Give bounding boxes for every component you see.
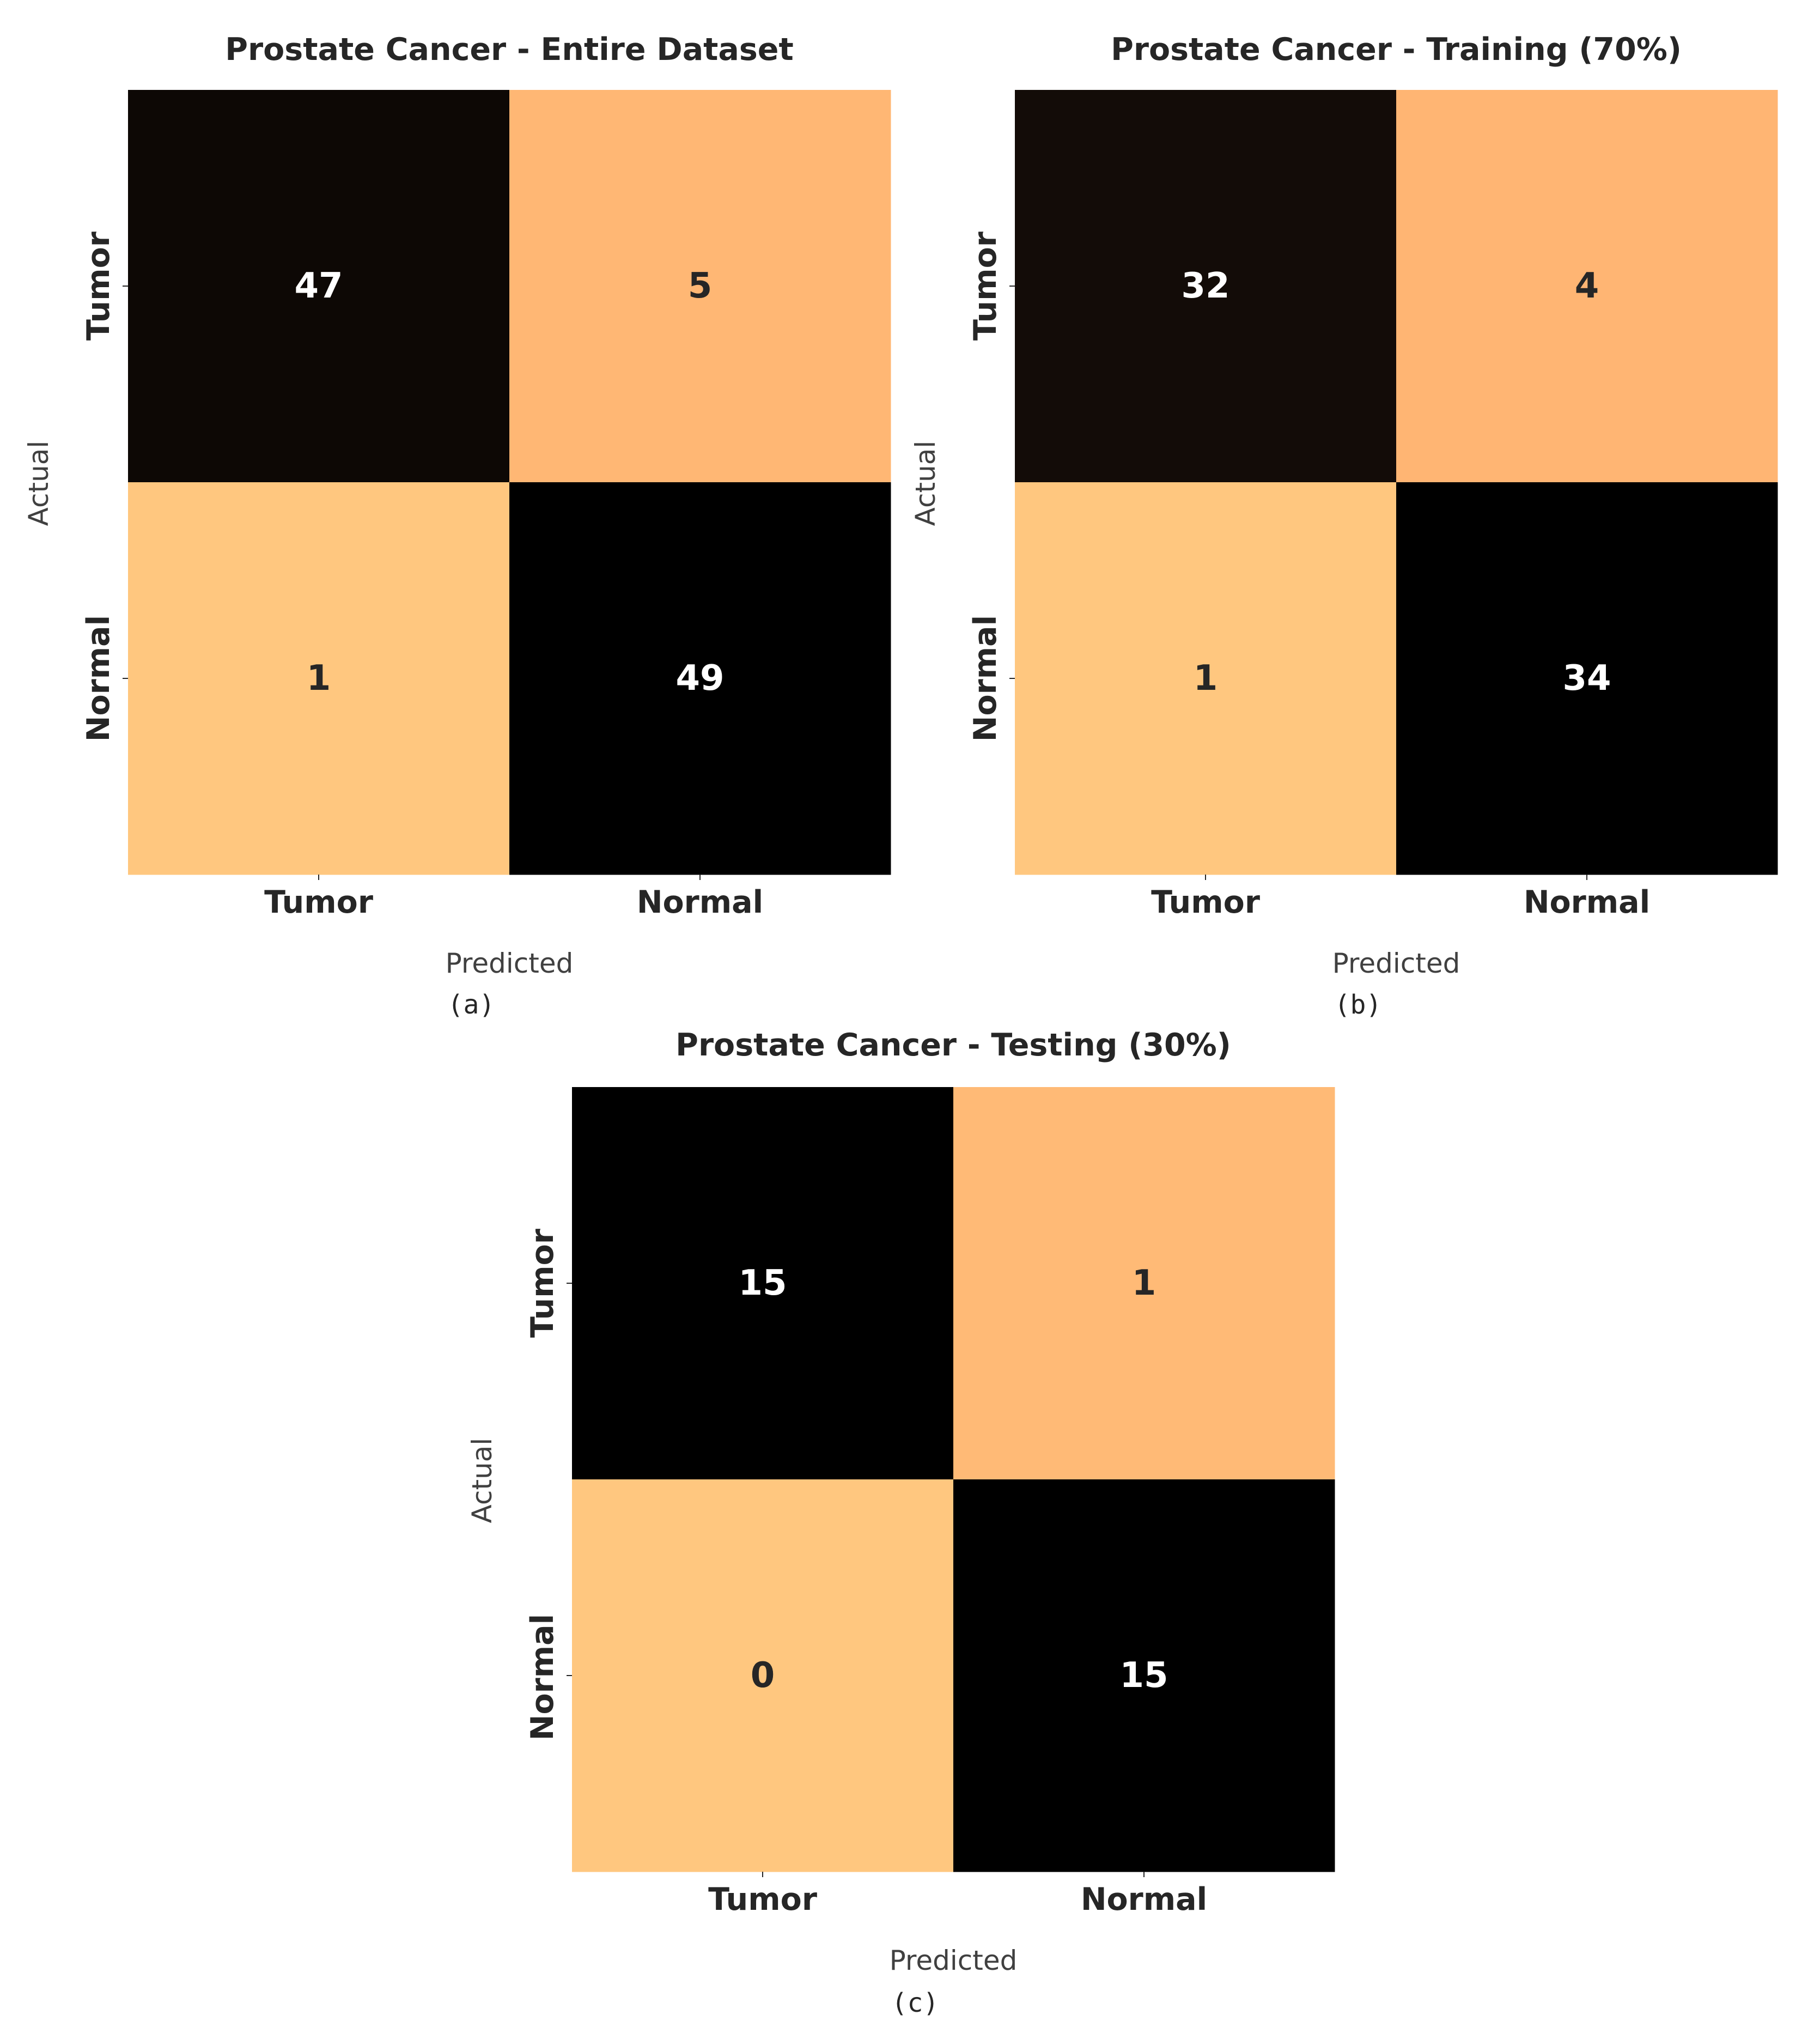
x-axis-label: Predicted <box>890 1945 1018 1976</box>
y-tick-label-tumor: Tumor <box>525 1229 561 1338</box>
heatmap-cell-value: 5 <box>688 266 713 306</box>
heatmap-cell-normal-tumor <box>1015 482 1397 875</box>
y-axis-label: Actual <box>23 441 54 526</box>
panel-title: Prostate Cancer - Entire Dataset <box>225 32 793 68</box>
x-axis-label: Predicted <box>446 948 574 979</box>
y-axis-label: Actual <box>910 441 941 526</box>
heatmap-cell-value: 4 <box>1575 266 1599 306</box>
heatmap-cell-normal-tumor <box>128 482 510 875</box>
x-tick-label-tumor: Tumor <box>1151 884 1260 920</box>
y-tick-label-normal: Normal <box>81 615 117 742</box>
x-tick-label-normal: Normal <box>1081 1882 1207 1917</box>
heatmap-cell-value: 49 <box>675 658 724 699</box>
heatmap-cell-tumor-tumor <box>572 1087 954 1480</box>
y-tick-label-normal: Normal <box>967 615 1003 742</box>
heatmap-panel-testing: Prostate Cancer - Testing (30%) 15 1 0 15 T… <box>466 1027 1335 2018</box>
y-tick-label-normal: Normal <box>525 1614 561 1740</box>
axis-ticks <box>567 1283 1145 1877</box>
heatmap-cell-value: 32 <box>1181 266 1229 306</box>
y-axis-label: Actual <box>466 1438 498 1524</box>
heatmap-cell-value: 1 <box>1132 1263 1156 1303</box>
y-tick-label-tumor: Tumor <box>967 232 1003 341</box>
heatmap-cell-normal-tumor <box>572 1479 954 1872</box>
panel-caption: (b) <box>1335 990 1382 1020</box>
heatmap-cell-value: 47 <box>294 266 343 306</box>
heatmap-cell-value: 15 <box>738 1263 787 1303</box>
heatmap-cell-tumor-normal <box>509 90 891 483</box>
x-tick-label-tumor: Tumor <box>264 884 373 920</box>
panel-caption: (c) <box>892 1988 939 2018</box>
heatmap-cell-tumor-normal <box>953 1087 1335 1480</box>
panel-caption: (a) <box>448 990 495 1020</box>
axis-ticks <box>123 286 701 880</box>
heatmap-cell-tumor-tumor <box>128 90 510 483</box>
heatmap-cell-value: 1 <box>307 658 331 699</box>
x-tick-label-normal: Normal <box>637 884 763 920</box>
heatmap-cell-value: 0 <box>751 1655 775 1696</box>
heatmap-cell-tumor-tumor <box>1015 90 1397 483</box>
heatmap-panel-entire-dataset: Prostate Cancer - Entire Dataset 47 51 49 … <box>23 32 891 1020</box>
heatmap-cell-normal-normal <box>509 482 891 875</box>
heatmap-cell-value: 34 <box>1562 658 1611 699</box>
panel-title: Prostate Cancer - Training (70%) <box>1111 32 1682 68</box>
panel-title: Prostate Cancer - Testing (30%) <box>675 1027 1231 1063</box>
heatmap-cells: 15 1 0 15 <box>572 1087 1335 1872</box>
x-tick-label-normal: Normal <box>1524 884 1650 920</box>
y-tick-label-tumor: Tumor <box>81 232 117 341</box>
heatmap-cells: 47 5 1 49 <box>128 90 891 875</box>
heatmap-cell-value: 15 <box>1119 1655 1168 1696</box>
heatmap-cells: 32 4 1 34 <box>1015 90 1778 875</box>
heatmap-cell-value: 1 <box>1194 658 1218 699</box>
heatmap-cell-normal-normal <box>1396 482 1778 875</box>
axis-ticks <box>1009 286 1587 880</box>
x-tick-label-tumor: Tumor <box>708 1882 817 1917</box>
x-axis-label: Predicted <box>1332 948 1460 979</box>
heatmap-cell-normal-normal <box>953 1479 1335 1872</box>
heatmap-cell-tumor-normal <box>1396 90 1778 483</box>
heatmap-panel-training: Prostate Cancer - Training (70%) 32 41 34 … <box>910 32 1778 1020</box>
